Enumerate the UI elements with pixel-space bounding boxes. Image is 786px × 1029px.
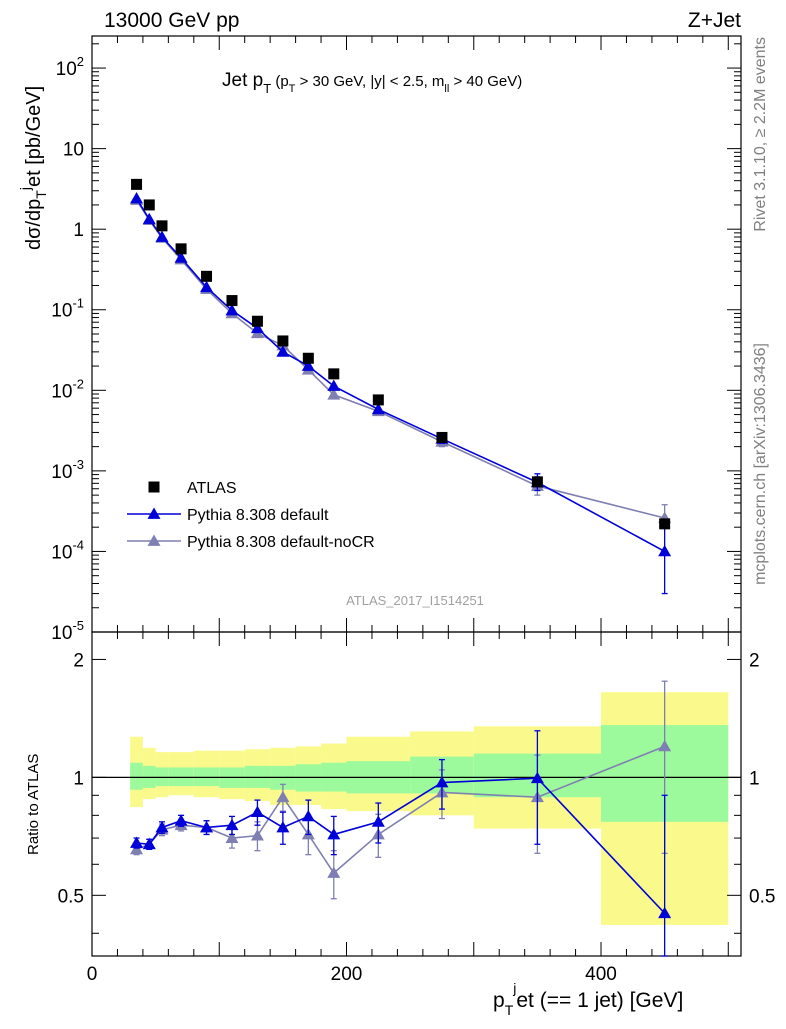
- ratio-default-point: [155, 820, 169, 833]
- main-y-tick-label: 10-4: [51, 537, 84, 563]
- atlas-data-point: [372, 394, 384, 406]
- atlas-data-point: [226, 295, 238, 307]
- series-nocr-line: [135, 199, 665, 519]
- main-y-axis-label: dσ/dpTjet [pb/GeV]: [17, 86, 49, 250]
- series-default-point: [327, 379, 341, 391]
- atlas-data-point: [531, 476, 543, 488]
- ratio-default-point: [276, 820, 290, 833]
- ratio-default-point: [658, 906, 672, 919]
- series-default-point: [276, 345, 290, 357]
- analysis-id-watermark: ATLAS_2017_I1514251: [346, 593, 484, 608]
- legend-label: Pythia 8.308 default-noCR: [187, 534, 375, 551]
- ratio-nocr-point: [276, 790, 290, 803]
- ratio-y-tick-label-right: 2: [749, 650, 760, 671]
- series-default-point: [250, 321, 264, 334]
- main-panel: 10-5 10-4 10-3 10-2 10-1 1 10 102 ATLAS Pythia 8.…: [51, 35, 742, 644]
- atlas-data-point: [659, 518, 671, 530]
- ratio-default-point: [142, 837, 156, 850]
- plot-title: Jet pT (pT > 30 GeV, |y| < 2.5, mll > 40…: [222, 70, 522, 96]
- x-axis-label: pTjet (== 1 jet) [GeV]: [493, 980, 683, 1018]
- legend-label: ATLAS: [187, 480, 237, 497]
- main-y-tick-label: 1: [73, 220, 84, 241]
- series-default-point: [658, 544, 672, 557]
- series-default-point: [142, 212, 156, 225]
- atlas-data-point: [143, 199, 155, 211]
- atlas-data-point: [302, 352, 314, 364]
- ratio-x-tick-label: 200: [331, 964, 363, 985]
- ratio-y-tick-label: 1: [73, 768, 84, 789]
- atlas-data-point: [251, 315, 263, 327]
- atlas-data-point: [436, 431, 448, 443]
- legend-marker-atlas: [148, 481, 160, 493]
- atlas-data-point: [328, 368, 340, 380]
- atlas-data-point: [131, 178, 143, 190]
- series-default-point: [174, 251, 188, 263]
- atlas-data-point: [175, 243, 187, 255]
- main-y-tick-label: 10-1: [51, 296, 84, 322]
- series-default-point: [155, 230, 169, 242]
- series-default-point: [301, 359, 315, 371]
- legend-label: Pythia 8.308 default: [187, 507, 329, 524]
- ratio-y-tick-label-right: 0.5: [749, 886, 775, 907]
- main-y-tick-label: 10-3: [51, 457, 84, 483]
- ratio-y-tick-label-right: 1: [749, 768, 760, 789]
- main-y-tick-label: 10-5: [51, 618, 84, 644]
- series-default-point: [371, 402, 385, 415]
- main-y-tick-label: 102: [56, 54, 84, 80]
- mcplots-label: mcplots.cern.ch [arXiv:1306.3436]: [752, 343, 769, 585]
- ratio-y-tick-label: 0.5: [58, 886, 84, 907]
- main-y-tick-label: 10: [63, 140, 84, 161]
- legend-marker: [147, 507, 161, 519]
- series-nocr-point: [327, 388, 341, 400]
- ratio-x-tick-label: 0: [87, 964, 98, 985]
- ratio-y-tick-label: 2: [73, 650, 84, 671]
- ratio-panel: 0 200 400 0.5 0.5 1 1 2 2: [58, 631, 775, 985]
- main-y-tick-label: 10-2: [51, 376, 84, 402]
- series-default-point: [130, 192, 144, 204]
- rivet-version-label: Rivet 3.1.10, ≥ 2.2M events: [752, 37, 769, 232]
- ratio-default-point: [435, 776, 449, 788]
- ratio-default-point: [225, 818, 239, 831]
- series-default-point: [200, 280, 214, 293]
- ratio-nocr-point: [658, 739, 672, 752]
- legend-marker: [147, 534, 161, 546]
- ratio-frame: [91, 631, 742, 957]
- ratio-y-axis-label: Ratio to ATLAS: [25, 754, 42, 855]
- ratio-default-point: [530, 771, 544, 784]
- header-left-label: 13000 GeV pp: [104, 9, 239, 32]
- uncertainty-band-inner: [130, 762, 143, 790]
- ratio-default-point: [200, 820, 214, 833]
- ratio-default-point: [327, 827, 341, 840]
- ratio-default-point: [130, 836, 144, 848]
- atlas-data-point: [277, 335, 289, 347]
- series-default-point: [225, 303, 239, 316]
- ratio-default-point: [174, 814, 188, 826]
- header-right-label: Z+Jet: [688, 9, 741, 32]
- ratio-default-point: [250, 805, 264, 818]
- ratio-nocr-point: [250, 829, 264, 841]
- ratio-default-point: [371, 815, 385, 827]
- ratio-nocr-point: [225, 831, 239, 843]
- atlas-data-point: [156, 220, 168, 232]
- atlas-data-point: [201, 270, 213, 282]
- ratio-default-point: [301, 809, 315, 822]
- ratio-nocr-point: [327, 866, 341, 878]
- ratio-x-tick-label: 400: [585, 964, 617, 985]
- ratio-default-line: [136, 777, 666, 914]
